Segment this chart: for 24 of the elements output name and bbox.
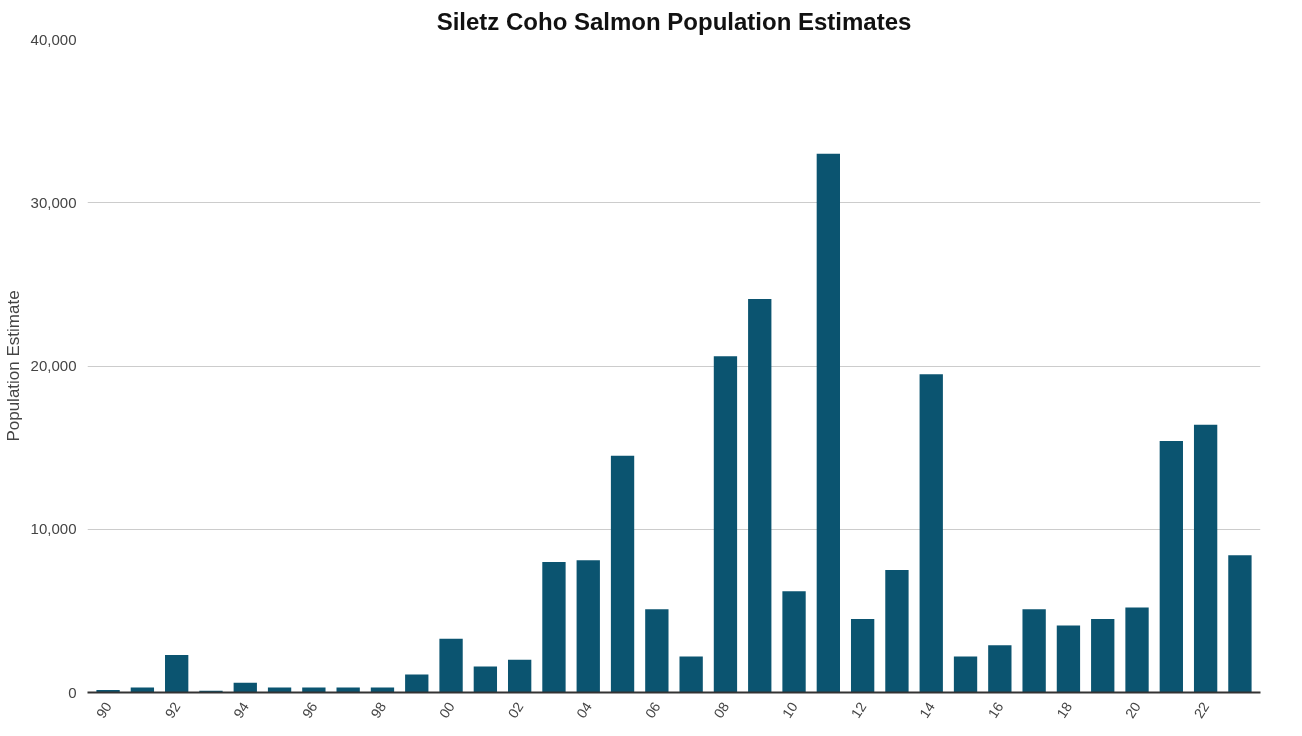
x-tick-label: 22 — [1190, 699, 1213, 721]
x-tick-label: 10 — [778, 699, 801, 721]
y-tick-label: 30,000 — [30, 193, 77, 211]
x-tick-label: 02 — [504, 699, 527, 721]
x-tick-label: 90 — [92, 699, 115, 721]
x-tick-label: 18 — [1053, 699, 1076, 721]
x-tick-label: 20 — [1121, 699, 1144, 721]
x-tick-label: 06 — [641, 699, 664, 721]
x-tick-label: 14 — [916, 699, 939, 721]
chart-title: Siletz Coho Salmon Population Estimates — [436, 7, 912, 35]
y-axis-title: Population Estimate — [3, 290, 23, 442]
x-tick-label: 94 — [230, 699, 253, 721]
x-tick-label: 00 — [435, 699, 458, 721]
x-tick-label: 04 — [573, 699, 596, 721]
x-tick-label: 96 — [298, 699, 321, 721]
x-tick-label: 92 — [161, 699, 184, 721]
y-tick-label: 20,000 — [30, 357, 77, 374]
x-tick-label: 16 — [984, 699, 1007, 721]
x-tick-label: 98 — [367, 699, 390, 721]
y-tick-label: 40,000 — [30, 30, 77, 48]
x-tick-label: 08 — [710, 699, 733, 721]
x-tick-label: 12 — [847, 699, 870, 721]
y-tick-label: 0 — [68, 683, 77, 701]
y-tick-label: 10,000 — [30, 520, 77, 538]
